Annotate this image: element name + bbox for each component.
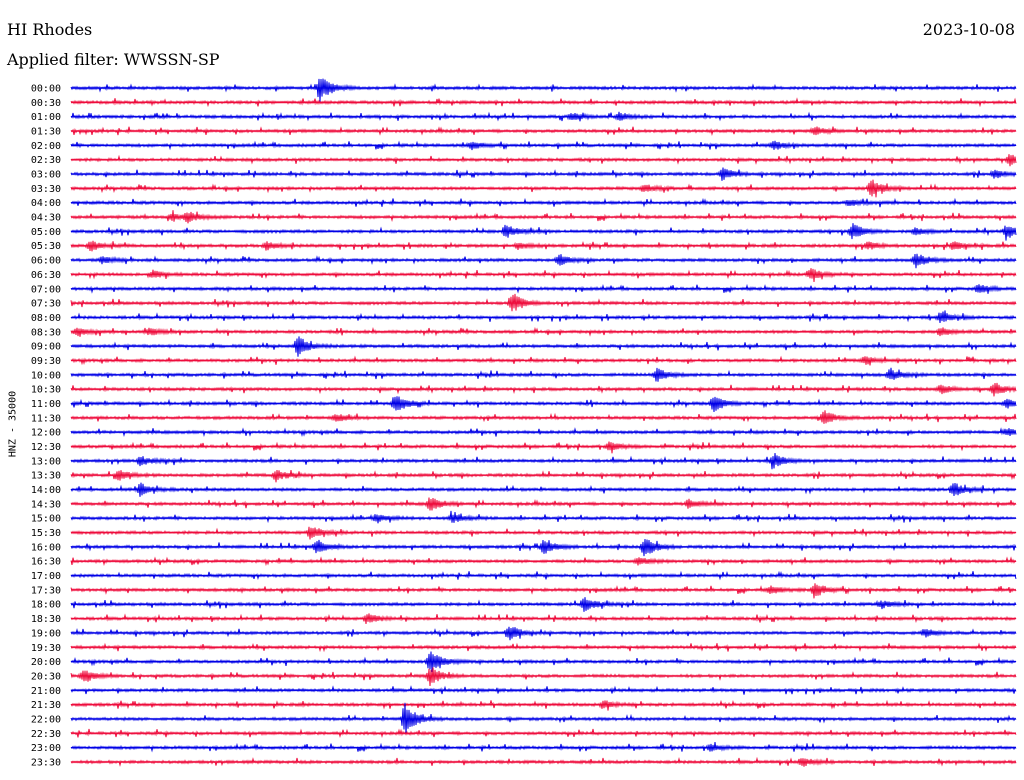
time-tick-label: 03:00 xyxy=(31,170,61,181)
time-tick-label: 18:00 xyxy=(31,600,61,611)
trace-line-0800 xyxy=(70,310,1017,323)
time-tick-label: 08:00 xyxy=(31,313,61,324)
station-title: HI Rhodes xyxy=(7,20,93,39)
time-tick-label: 14:00 xyxy=(31,485,61,496)
trace-line-0630 xyxy=(70,268,1017,283)
time-tick-label: 20:00 xyxy=(31,657,61,668)
time-tick-label: 01:30 xyxy=(31,127,61,138)
time-tick-label: 11:00 xyxy=(31,399,61,410)
time-tick-label: 21:30 xyxy=(31,700,61,711)
time-tick-label: 13:30 xyxy=(31,471,61,482)
time-tick-label: 14:30 xyxy=(31,499,61,510)
trace-line-0000 xyxy=(70,78,1017,102)
trace-line-2030 xyxy=(70,667,1017,687)
time-tick-label: 05:00 xyxy=(31,227,61,238)
time-tick-label: 17:00 xyxy=(31,571,61,582)
time-tick-label: 09:30 xyxy=(31,356,61,367)
time-tick-label: 21:00 xyxy=(31,686,61,697)
time-tick-label: 04:00 xyxy=(31,198,61,209)
time-tick-label: 22:00 xyxy=(31,714,61,725)
trace-line-1130 xyxy=(70,410,1017,424)
time-tick-label: 23:30 xyxy=(31,757,61,768)
time-tick-label: 02:00 xyxy=(31,141,61,152)
time-tick-label: 16:30 xyxy=(31,557,61,568)
time-tick-label: 16:00 xyxy=(31,542,61,553)
time-tick-label: 12:30 xyxy=(31,442,61,453)
time-tick-label: 11:30 xyxy=(31,413,61,424)
time-tick-label: 01:00 xyxy=(31,112,61,123)
time-tick-label: 06:30 xyxy=(31,270,61,281)
time-tick-label: 06:00 xyxy=(31,256,61,267)
time-tick-label: 15:00 xyxy=(31,514,61,525)
time-tick-label: 15:30 xyxy=(31,528,61,539)
time-tick-label: 00:00 xyxy=(31,84,61,95)
trace-line-1100 xyxy=(70,396,1017,412)
time-tick-label: 07:30 xyxy=(31,299,61,310)
date-label: 2023-10-08 xyxy=(922,20,1015,39)
time-tick-label: 07:00 xyxy=(31,284,61,295)
time-tick-label: 04:30 xyxy=(31,213,61,224)
time-tick-label: 20:30 xyxy=(31,671,61,682)
time-tick-label: 22:30 xyxy=(31,729,61,740)
trace-line-1730 xyxy=(70,583,1017,599)
trace-line-1600 xyxy=(70,539,1017,557)
time-tick-label: 19:00 xyxy=(31,628,61,639)
time-tick-label: 08:30 xyxy=(31,327,61,338)
time-tick-label: 10:30 xyxy=(31,385,61,396)
time-tick-label: 13:00 xyxy=(31,456,61,467)
trace-line-0600 xyxy=(70,253,1017,269)
time-tick-label: 18:30 xyxy=(31,614,61,625)
time-tick-label: 10:00 xyxy=(31,370,61,381)
time-tick-label: 17:30 xyxy=(31,585,61,596)
trace-line-2130 xyxy=(70,699,1017,711)
time-tick-label: 12:00 xyxy=(31,428,61,439)
trace-line-2300 xyxy=(70,742,1017,753)
time-tick-label: 19:30 xyxy=(31,643,61,654)
time-tick-label: 03:30 xyxy=(31,184,61,195)
time-tick-label: 00:30 xyxy=(31,98,61,109)
time-tick-label: 05:30 xyxy=(31,241,61,252)
filter-label: Applied filter: WWSSN-SP xyxy=(7,50,220,69)
trace-line-1500 xyxy=(70,510,1017,524)
time-tick-label: 02:30 xyxy=(31,155,61,166)
trace-line-1330 xyxy=(70,469,1017,483)
time-tick-label: 23:00 xyxy=(31,743,61,754)
trace-line-1230 xyxy=(70,441,1017,454)
time-tick-label: 09:00 xyxy=(31,342,61,353)
